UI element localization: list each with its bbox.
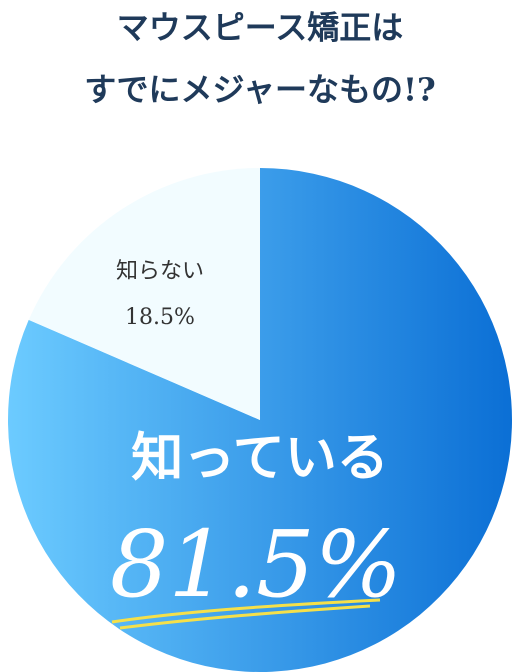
pie: [8, 168, 512, 672]
pie-slice: [8, 168, 512, 672]
category-label: 知らない: [116, 259, 204, 284]
category-label: 知っている: [131, 428, 388, 489]
pie-slice: [28, 168, 261, 420]
value-label: 18.5%: [125, 305, 195, 330]
underline-decoration: [111, 598, 381, 630]
chart-title: マウスピース矯正は: [117, 9, 403, 47]
chart-title: すでにメジャーなもの!?: [84, 71, 436, 109]
